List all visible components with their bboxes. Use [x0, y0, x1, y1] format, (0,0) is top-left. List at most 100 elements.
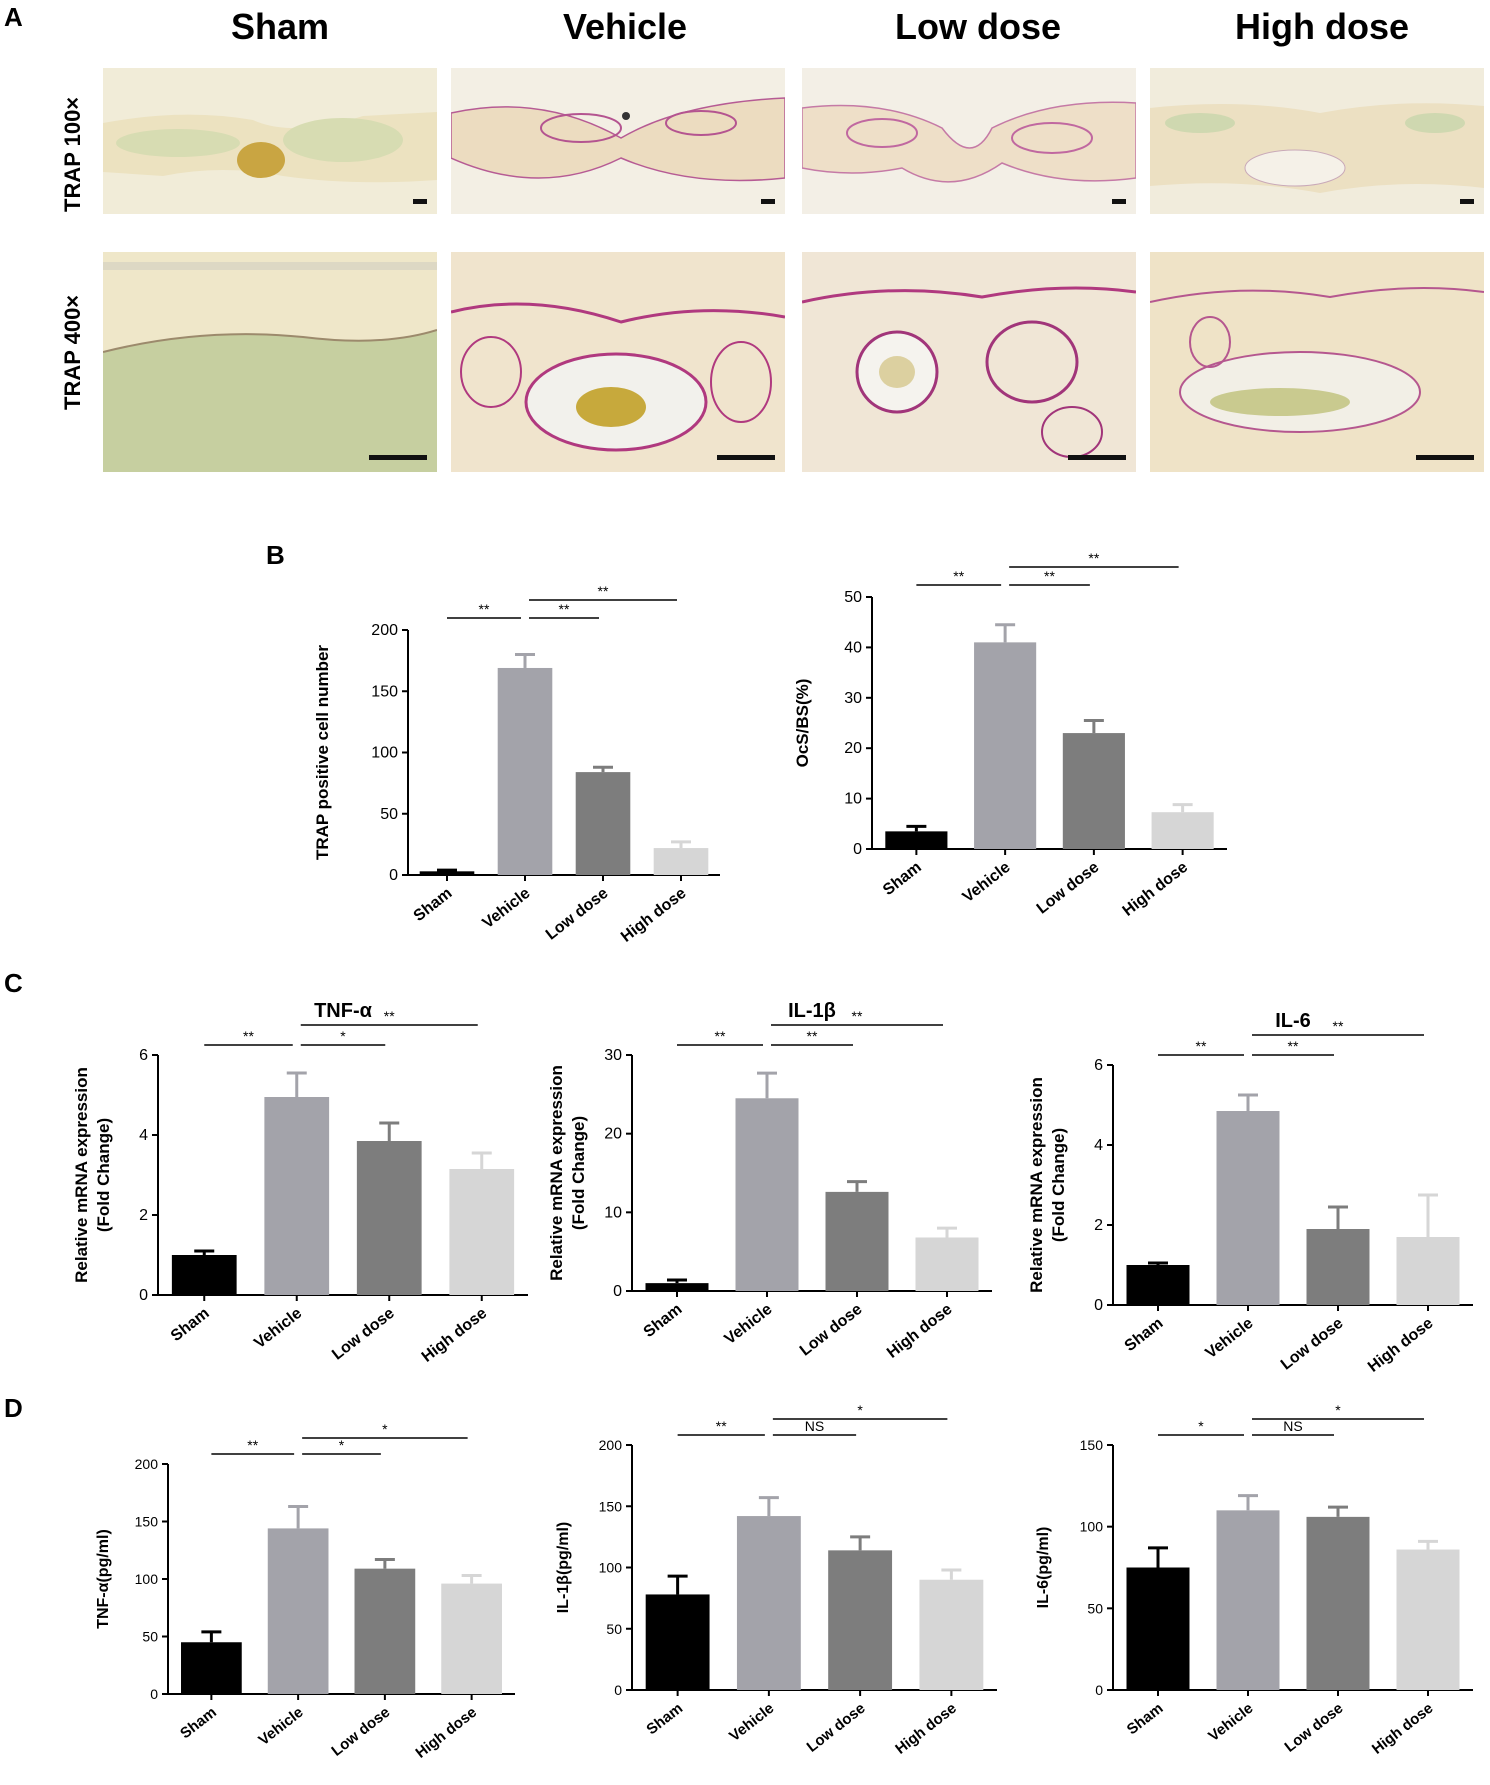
significance-label: * — [339, 1437, 345, 1453]
y-tick-label: 0 — [613, 1283, 622, 1300]
y-axis-label: Relative mRNA expression — [72, 1067, 91, 1283]
y-tick-label: 10 — [604, 1204, 622, 1221]
y-tick-label: 4 — [139, 1127, 148, 1144]
category-label: Low dose — [329, 1305, 398, 1364]
significance-label: ** — [807, 1028, 818, 1044]
y-tick-label: 0 — [150, 1686, 158, 1702]
category-label: Vehicle — [722, 1301, 776, 1348]
y-tick-label: 0 — [853, 841, 862, 858]
y-tick-label: 100 — [135, 1571, 159, 1587]
scale-bar — [1068, 455, 1126, 460]
y-tick-label: 100 — [599, 1560, 623, 1576]
bar-vehicle — [974, 642, 1037, 849]
category-label: Low dose — [1034, 859, 1103, 918]
chart-il-6-mrna: IL-6 0 2 4 6 Relative mRNA expression (Fold Ch… — [1027, 1010, 1473, 1376]
bar-high-dose — [919, 1579, 984, 1690]
bar-high-dose — [1151, 812, 1214, 849]
category-label: Low dose — [543, 885, 612, 944]
micrograph-low-dose-400x — [802, 252, 1136, 472]
chart-title: IL-6 — [1275, 1010, 1311, 1032]
bar-vehicle — [735, 1098, 799, 1291]
y-tick-label: 200 — [599, 1437, 623, 1453]
chart-il-1beta-mrna: IL-1β 0 10 20 30 Relative mRNA expression (Fol… — [547, 1000, 992, 1362]
chart-tnf-alpha-mrna: TNF-α 0 2 4 6 Relative mRNA expression (Fold C… — [72, 1000, 528, 1366]
micrograph-vehicle-400x — [451, 252, 785, 472]
y-tick-label: 150 — [135, 1514, 159, 1530]
scale-bar — [1112, 199, 1126, 204]
significance-label: ** — [715, 1028, 726, 1044]
y-axis-label: (Fold Change) — [1049, 1128, 1068, 1242]
category-label: Low dose — [328, 1704, 393, 1760]
bar-vehicle — [267, 1528, 329, 1694]
bar-low-dose — [825, 1191, 889, 1291]
category-label: Sham — [1122, 1315, 1167, 1355]
y-axis-label: TNF-α(pg/ml) — [95, 1529, 112, 1629]
y-tick-label: 0 — [389, 867, 398, 884]
bar-high-dose — [449, 1169, 515, 1295]
bar-low-dose — [1062, 733, 1125, 849]
category-label: Vehicle — [960, 859, 1014, 906]
significance-label: ** — [384, 1008, 395, 1024]
significance-label: ** — [1196, 1038, 1207, 1054]
bar-vehicle — [497, 667, 553, 875]
y-tick-label: 50 — [1087, 1600, 1103, 1616]
y-tick-label: 50 — [606, 1621, 622, 1637]
y-tick-label: 50 — [142, 1629, 158, 1645]
y-tick-label: 200 — [371, 622, 398, 639]
category-label: Vehicle — [726, 1700, 777, 1745]
scale-bar — [1460, 199, 1474, 204]
significance-label: NS — [1283, 1418, 1302, 1434]
category-label: Vehicle — [480, 885, 534, 932]
bar-sham — [171, 1255, 237, 1295]
y-tick-label: 2 — [139, 1207, 148, 1224]
category-label: Low dose — [1278, 1315, 1347, 1374]
y-axis-label: OcS/BS(%) — [793, 679, 812, 768]
significance-label: ** — [479, 601, 490, 617]
scale-bar — [761, 199, 775, 204]
y-tick-label: 100 — [371, 745, 398, 762]
micrograph-low-dose-100x — [802, 68, 1136, 214]
y-tick-label: 2 — [1094, 1217, 1103, 1234]
y-tick-label: 10 — [844, 791, 862, 808]
significance-label: ** — [247, 1437, 258, 1453]
category-label: Vehicle — [1203, 1315, 1257, 1362]
scale-bar — [1416, 455, 1474, 460]
bar-sham — [1126, 1567, 1190, 1690]
bar-high-dose — [653, 848, 709, 875]
significance-label: ** — [852, 1008, 863, 1024]
significance-label: ** — [598, 583, 609, 599]
category-label: Sham — [643, 1700, 686, 1739]
bar-sham — [885, 831, 948, 849]
y-tick-label: 0 — [614, 1682, 622, 1698]
y-tick-label: 6 — [1094, 1057, 1103, 1074]
significance-label: ** — [1288, 1038, 1299, 1054]
significance-label: ** — [559, 601, 570, 617]
micrograph-high-dose-400x — [1150, 252, 1484, 472]
significance-label: ** — [716, 1418, 727, 1434]
chart-title: IL-1β — [788, 1000, 836, 1022]
micrograph-vehicle-100x — [451, 68, 785, 214]
scale-bar — [717, 455, 775, 460]
category-label: High dose — [412, 1704, 480, 1762]
significance-label: ** — [1333, 1018, 1344, 1034]
category-label: Sham — [1124, 1700, 1167, 1739]
y-axis-label: (Fold Change) — [94, 1118, 113, 1232]
tissue-vehicle-400x — [451, 302, 785, 452]
bar-low-dose — [356, 1141, 422, 1295]
bar-sham — [645, 1283, 709, 1291]
bar-low-dose — [575, 772, 631, 875]
category-label: Sham — [880, 859, 925, 899]
bar-high-dose — [441, 1583, 502, 1694]
chart-tnf-alpha-elisa: 0 50 100 150 200 TNF-α(pg/ml) Sham Vehicle Low d… — [95, 1421, 515, 1762]
category-label: High dose — [618, 885, 689, 946]
y-tick-label: 0 — [1094, 1297, 1103, 1314]
bar-sham — [181, 1642, 242, 1694]
significance-label: ** — [1088, 550, 1099, 566]
bar-low-dose — [1306, 1229, 1370, 1305]
y-tick-label: 200 — [135, 1456, 159, 1472]
significance-label: * — [340, 1028, 346, 1044]
bar-high-dose — [1396, 1549, 1460, 1690]
chart-title: TNF-α — [314, 1000, 373, 1022]
y-tick-label: 150 — [599, 1498, 623, 1514]
micrograph-sham-400x — [103, 252, 437, 472]
